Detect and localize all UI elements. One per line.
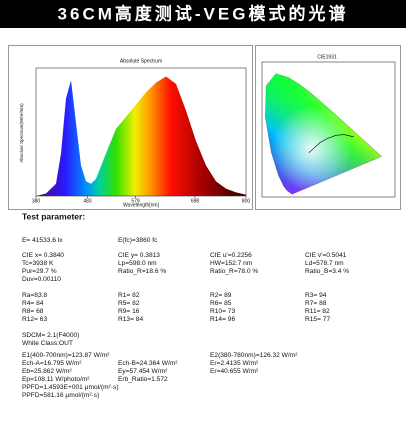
cie-frame — [261, 61, 396, 198]
spectrum-area — [36, 76, 246, 196]
parameter: Ra=83.8 — [22, 292, 47, 299]
parameter: SDCM= 2.1(F4000) — [22, 332, 79, 339]
parameter: R12= 63 — [22, 316, 47, 323]
parameter: R14= 96 — [210, 316, 235, 323]
parameter: R13= 84 — [118, 316, 143, 323]
parameter: White Class:OUT — [22, 340, 73, 347]
parameter: Ratio_R=18.6 % — [118, 268, 166, 275]
parameter: R1= 82 — [118, 292, 140, 299]
parameter: R9= 16 — [118, 308, 140, 315]
parameter: Ech-B=24.364 W/m² — [118, 360, 178, 367]
parameter: R3= 94 — [305, 292, 327, 299]
parameter: Ld=578.7 nm — [305, 260, 344, 267]
parameter: Tc=3938 K — [22, 260, 54, 267]
parameter: R6= 85 — [210, 300, 232, 307]
parameter: R4= 84 — [22, 300, 44, 307]
page-title: 36CM高度测试-VEG模式的光谱 — [58, 3, 349, 23]
parameter: Duv=0.00110 — [22, 276, 61, 283]
parameter: CIE y= 0.3813 — [118, 252, 160, 259]
parameter: R7= 88 — [305, 300, 327, 307]
parameter: Lp=598.0 nm — [118, 260, 157, 267]
planck-curve — [308, 134, 354, 154]
x-tick-label: 483 — [83, 198, 92, 204]
parameter: Er=40.655 W/m² — [210, 368, 259, 375]
parameter: HW=152.7 nm — [210, 260, 253, 267]
plot-frame — [35, 67, 247, 197]
x-tick-label: 800 — [242, 198, 251, 204]
parameter: Pur=29.7 % — [22, 268, 57, 275]
spectrum-plot: 380 483 579 698 800 — [32, 76, 251, 204]
parameter: R10= 73 — [210, 308, 235, 315]
cie-title: CIE1931 — [317, 54, 337, 60]
parameter-list: E= 41533.6 lx E(fc)=3860 fc CIE x= 0.3840 C… — [22, 237, 349, 399]
parameter: E1(400-700nm)=123.87 W/m² — [22, 352, 110, 359]
parameter: Ratio_R=78.0 % — [210, 268, 258, 275]
parameter: CIE x= 0.3840 — [22, 252, 64, 259]
parameter: CIE v'=0.5041 — [305, 252, 347, 259]
parameter: PPFD=581.16 μmol/(m²·s) — [22, 392, 99, 399]
parameter: Ey=57.454 W/m² — [118, 368, 168, 375]
parameter: PPFD=1.4593E+001 μmol/(m²·s) — [22, 384, 119, 391]
y-axis-label: Absolute Spectrum(W/m²/nm) — [19, 103, 24, 163]
parameter: Ep=108.11 W/photo/m² — [22, 376, 90, 383]
x-tick-label: 579 — [131, 198, 140, 204]
parameter: Eb=25.862 W/m² — [22, 368, 72, 375]
parameter: R8= 68 — [22, 308, 44, 315]
parameter: E= 41533.6 lx — [22, 237, 63, 244]
chart-title: Absolute Spectrum — [120, 58, 162, 64]
parameter: Erb_Ratio=1.572 — [118, 376, 168, 383]
parameter: R2= 89 — [210, 292, 232, 299]
parameter: Ech-A=16.795 W/m² — [22, 360, 82, 367]
parameter: R15= 77 — [305, 316, 330, 323]
parameter: R5= 82 — [118, 300, 140, 307]
parameter: Er=2.4135 W/m² — [210, 360, 259, 367]
section-heading: Test parameter: — [22, 211, 85, 221]
cie-locus — [265, 73, 382, 195]
parameter: R11= 82 — [305, 308, 330, 315]
parameter: E(fc)=3860 fc — [118, 237, 158, 244]
x-tick-label: 698 — [191, 198, 200, 204]
parameter: E2(380-780nm)=126.32 W/m² — [210, 352, 298, 359]
cie-diagram — [265, 73, 382, 195]
title-banner — [0, 0, 406, 28]
parameter: Ratio_B=3.4 % — [305, 268, 349, 275]
x-tick-label: 380 — [32, 198, 41, 204]
parameter: CIE u'=0.2256 — [210, 252, 252, 259]
x-axis-label: Wavelength[nm] — [123, 202, 160, 208]
